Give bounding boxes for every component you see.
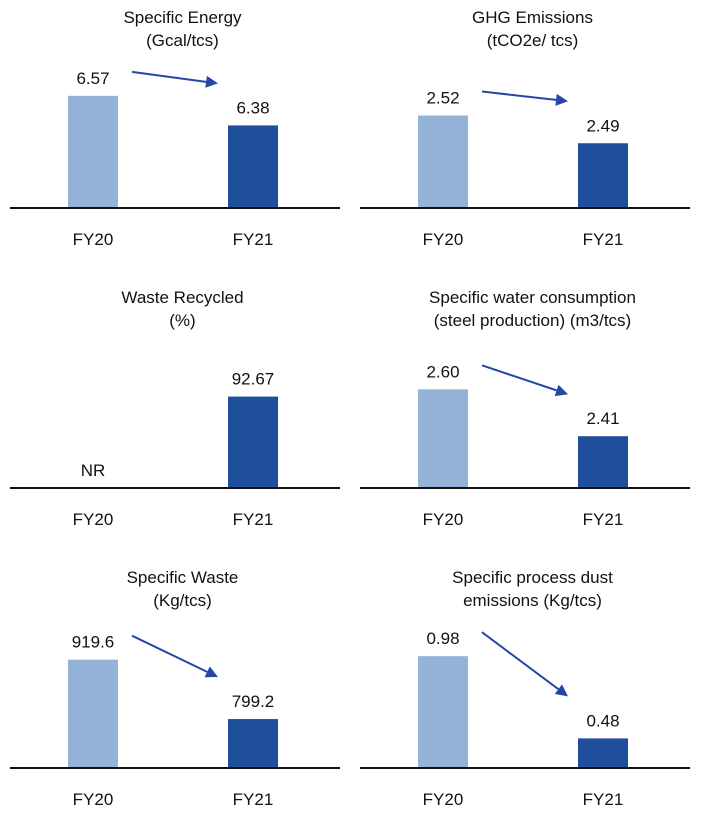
category-label: FY20 [423, 790, 464, 809]
chart-title: Specific water consumption (steel product… [360, 286, 705, 332]
bar-chart-svg: 0.98 FY20 0.48 FY21 [360, 629, 690, 809]
chart-title-line: GHG Emissions [472, 8, 593, 27]
category-label: FY21 [583, 510, 624, 529]
trend-arrow-head [554, 684, 568, 697]
data-label: 6.38 [236, 98, 269, 117]
trend-arrow-line [481, 631, 559, 691]
chart-title: Specific Energy (Gcal/tcs) [10, 6, 355, 52]
bar-chart-svg: 2.60 FY20 2.41 FY21 [360, 362, 690, 529]
bar-chart-svg: 6.57 FY20 6.38 FY21 [10, 69, 340, 249]
trend-arrow-head [555, 93, 568, 106]
chart-panel: Specific water consumption (steel product… [360, 280, 705, 546]
bar-fy20 [418, 115, 468, 208]
chart-title: Waste Recycled (%) [10, 286, 355, 332]
data-label: NR [81, 461, 106, 480]
chart-title: Specific Waste (Kg/tcs) [10, 566, 355, 612]
category-label: FY20 [423, 230, 464, 249]
chart-subtitle-line: (Kg/tcs) [153, 591, 212, 610]
bar-fy21 [228, 125, 278, 208]
data-label: 0.98 [426, 629, 459, 648]
chart-grid: Specific Energy (Gcal/tcs) 6.57 FY20 6.38 FY2… [10, 0, 705, 809]
category-label: FY20 [423, 510, 464, 529]
data-label: 2.60 [426, 362, 459, 381]
chart-subtitle-line: emissions (Kg/tcs) [463, 591, 602, 610]
data-label: 2.49 [586, 116, 619, 135]
trend-arrow-line [481, 90, 557, 101]
chart-panel: Specific Energy (Gcal/tcs) 6.57 FY20 6.38 FY2… [10, 0, 355, 266]
trend-arrow-line [481, 364, 557, 392]
trend-arrow-head [554, 384, 568, 397]
trend-arrow-line [131, 634, 208, 673]
chart-subtitle-line: (%) [169, 311, 196, 330]
category-label: FY20 [73, 510, 114, 529]
chart-title: Specific process dust emissions (Kg/tcs) [360, 566, 705, 612]
bar-fy21 [228, 396, 278, 488]
bar-fy20 [68, 659, 118, 768]
chart-title: GHG Emissions (tCO2e/ tcs) [360, 6, 705, 52]
data-label: 2.52 [426, 89, 459, 108]
bar-fy20 [418, 656, 468, 768]
category-label: FY21 [233, 790, 274, 809]
category-label: FY21 [583, 790, 624, 809]
bar-fy21 [228, 719, 278, 768]
category-label: FY20 [73, 790, 114, 809]
category-label: FY21 [233, 230, 274, 249]
chart-title-line: Specific Energy [123, 8, 242, 27]
chart-panel: GHG Emissions (tCO2e/ tcs) 2.52 FY20 2.49 FY2… [360, 0, 705, 266]
chart-subtitle-line: (Gcal/tcs) [146, 31, 219, 50]
bar-fy20 [418, 389, 468, 488]
data-label: 6.57 [76, 69, 109, 88]
bar-fy21 [578, 143, 628, 208]
category-label: FY20 [73, 230, 114, 249]
chart-title-line: Waste Recycled [121, 288, 244, 307]
data-label: 2.41 [586, 409, 619, 428]
chart-subtitle-line: (tCO2e/ tcs) [486, 31, 579, 50]
chart-panel: Specific process dust emissions (Kg/tcs) 0… [360, 560, 705, 826]
bar-chart-svg: 919.6 FY20 799.2 FY21 [10, 633, 340, 809]
bar-chart-svg: 2.52 FY20 2.49 FY21 [360, 89, 690, 249]
trend-arrow-head [204, 666, 218, 678]
bar-fy20 [68, 95, 118, 208]
chart-subtitle-line: (steel production) (m3/tcs) [433, 311, 632, 330]
chart-title-line: Specific water consumption [429, 288, 636, 307]
data-label: 919.6 [72, 633, 115, 652]
bar-chart-svg: NR FY20 92.67 FY21 [10, 370, 340, 529]
trend-arrow-head [205, 75, 218, 88]
bar-fy21 [578, 436, 628, 488]
data-label: 0.48 [586, 711, 619, 730]
category-label: FY21 [583, 230, 624, 249]
data-label: 92.67 [232, 370, 275, 389]
trend-arrow-line [131, 70, 207, 83]
category-label: FY21 [233, 510, 274, 529]
data-label: 799.2 [232, 692, 275, 711]
chart-title-line: Specific Waste [126, 568, 239, 587]
chart-panel: Waste Recycled (%) NR FY20 92.67 FY21 [10, 280, 355, 546]
chart-panel: Specific Waste (Kg/tcs) 919.6 FY20 799.2 FY21 [10, 560, 355, 826]
bar-fy21 [578, 738, 628, 768]
chart-title-line: Specific process dust [452, 568, 613, 587]
